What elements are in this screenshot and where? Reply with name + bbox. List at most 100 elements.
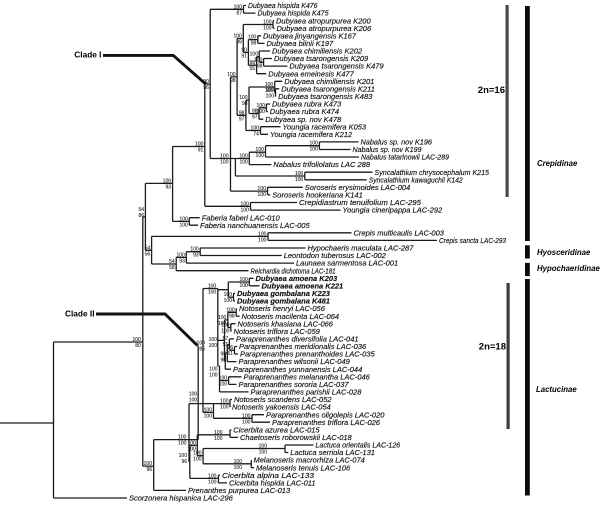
svg-text:100: 100 <box>179 222 188 228</box>
svg-text:Syncalathium kawaguchii K142: Syncalathium kawaguchii K142 <box>369 175 464 184</box>
svg-text:100: 100 <box>258 237 267 243</box>
svg-text:100: 100 <box>144 461 153 467</box>
svg-text:54: 54 <box>138 207 144 213</box>
svg-text:100: 100 <box>218 321 227 327</box>
svg-text:Hyosceridinae: Hyosceridinae <box>537 248 591 257</box>
svg-text:Dubyaea chimiliensis K201: Dubyaea chimiliensis K201 <box>284 77 374 86</box>
svg-text:74: 74 <box>253 132 259 138</box>
svg-text:100: 100 <box>259 450 268 456</box>
svg-text:Youngia racemifera K053: Youngia racemifera K053 <box>283 122 367 131</box>
svg-text:Clade I: Clade I <box>74 49 101 59</box>
svg-text:100: 100 <box>234 459 243 465</box>
svg-text:100: 100 <box>234 4 243 10</box>
svg-text:Dubyaea jinyangensis K167: Dubyaea jinyangensis K167 <box>263 31 357 40</box>
svg-text:Dubyaea emeinesis K477: Dubyaea emeinesis K477 <box>268 69 354 78</box>
svg-text:100: 100 <box>258 186 267 192</box>
svg-text:100: 100 <box>239 277 248 283</box>
svg-text:58: 58 <box>169 265 175 271</box>
svg-text:100: 100 <box>239 154 248 160</box>
svg-text:100: 100 <box>221 329 230 335</box>
svg-text:100: 100 <box>295 177 304 183</box>
svg-text:100: 100 <box>208 290 217 296</box>
svg-text:Lactuca orientalis LAC-126: Lactuca orientalis LAC-126 <box>316 441 401 450</box>
svg-text:100: 100 <box>208 473 217 479</box>
svg-text:Paraprenanthes meridionalis LA: Paraprenanthes meridionalis LAC-036 <box>239 342 367 351</box>
svg-text:100: 100 <box>239 160 248 166</box>
svg-text:100: 100 <box>226 307 235 313</box>
svg-text:93: 93 <box>166 184 172 190</box>
svg-text:100: 100 <box>295 171 304 177</box>
svg-text:86: 86 <box>138 213 144 219</box>
svg-text:Faberia nanchuanensis LAC-005: Faberia nanchuanensis LAC-005 <box>200 221 310 230</box>
svg-text:Crepis sancta LAC-293: Crepis sancta LAC-293 <box>439 236 507 245</box>
svg-text:Reichardia dichotoma LAC-181: Reichardia dichotoma LAC-181 <box>251 266 336 275</box>
svg-text:100: 100 <box>265 88 274 94</box>
svg-text:Paraprenanthes prenanthoides L: Paraprenanthes prenanthoides LAC-035 <box>240 350 376 359</box>
svg-text:Paraprenanthes sororia LAC-037: Paraprenanthes sororia LAC-037 <box>239 380 350 389</box>
svg-text:100: 100 <box>209 367 218 373</box>
svg-text:93: 93 <box>193 253 199 259</box>
svg-text:Lactuca serriola LAC-131: Lactuca serriola LAC-131 <box>290 448 375 457</box>
svg-text:Notoseris henryi LAC-056: Notoseris henryi LAC-056 <box>239 304 326 313</box>
svg-text:100: 100 <box>224 298 233 304</box>
svg-text:100: 100 <box>263 26 272 32</box>
svg-text:100: 100 <box>208 479 217 485</box>
svg-text:100: 100 <box>214 430 223 436</box>
svg-text:Nabalus sp. nov K199: Nabalus sp. nov K199 <box>353 145 423 154</box>
svg-text:Soroseris erysimoides LAC-004: Soroseris erysimoides LAC-004 <box>305 183 410 192</box>
svg-text:87: 87 <box>236 10 242 16</box>
svg-text:100: 100 <box>220 405 229 411</box>
svg-text:100: 100 <box>256 153 265 159</box>
svg-text:95: 95 <box>221 352 227 358</box>
svg-text:100: 100 <box>132 337 141 343</box>
svg-text:Crepidinae: Crepidinae <box>537 159 578 168</box>
svg-text:56: 56 <box>203 85 209 91</box>
svg-text:Dubyaea tsarongensis K479: Dubyaea tsarongensis K479 <box>289 62 384 71</box>
svg-text:100: 100 <box>248 35 257 41</box>
svg-text:Dubyaea gombalana K481: Dubyaea gombalana K481 <box>237 297 330 306</box>
svg-text:51: 51 <box>223 342 229 348</box>
svg-text:100: 100 <box>256 147 265 153</box>
svg-text:100: 100 <box>257 109 266 115</box>
svg-text:Paraprenanthes parishii LAC-02: Paraprenanthes parishii LAC-028 <box>251 388 363 397</box>
svg-text:98: 98 <box>242 101 248 107</box>
svg-text:Paraprenanthes triflora LAC-02: Paraprenanthes triflora LAC-026 <box>272 418 381 427</box>
svg-text:100: 100 <box>263 20 272 26</box>
svg-text:100: 100 <box>209 343 218 349</box>
svg-text:Hypochaeridinae: Hypochaeridinae <box>537 264 600 273</box>
svg-text:100: 100 <box>193 457 202 463</box>
svg-text:Leontodon tuberosus LAC-002: Leontodon tuberosus LAC-002 <box>284 251 387 260</box>
svg-text:100: 100 <box>208 284 217 290</box>
svg-text:91: 91 <box>241 53 247 59</box>
svg-text:96: 96 <box>181 459 187 465</box>
svg-text:100: 100 <box>227 72 236 78</box>
svg-text:Dubyaea chimiliensis K202: Dubyaea chimiliensis K202 <box>272 47 363 56</box>
svg-text:100: 100 <box>258 231 267 237</box>
svg-text:100: 100 <box>221 323 230 329</box>
svg-text:100: 100 <box>204 413 213 419</box>
svg-text:Youngia racemifera K212: Youngia racemifera K212 <box>270 130 353 139</box>
svg-text:Youngia cineripappa LAC-292: Youngia cineripappa LAC-292 <box>343 206 443 215</box>
svg-text:Prenanthes purpurea LAC-013: Prenanthes purpurea LAC-013 <box>188 486 291 495</box>
svg-text:Paraprenanthes yunnanensis LAC: Paraprenanthes yunnanensis LAC-044 <box>233 365 362 374</box>
svg-text:Syncalathium chrysocephalum K2: Syncalathium chrysocephalum K215 <box>375 168 490 177</box>
svg-text:Crepidiastrum tenuifolium LAC-: Crepidiastrum tenuifolium LAC-295 <box>299 198 422 207</box>
svg-text:Dubyaea amoena K221: Dubyaea amoena K221 <box>262 281 344 290</box>
svg-text:Dubyaea rubra K474: Dubyaea rubra K474 <box>270 107 339 116</box>
svg-text:98: 98 <box>250 60 256 66</box>
svg-text:100: 100 <box>309 147 318 153</box>
svg-text:Dubyaea sp. nov K478: Dubyaea sp. nov K478 <box>265 115 342 124</box>
svg-text:Clade II: Clade II <box>65 308 95 318</box>
svg-text:100: 100 <box>187 446 196 452</box>
svg-text:100: 100 <box>204 407 213 413</box>
svg-text:57: 57 <box>223 336 229 342</box>
svg-text:90: 90 <box>203 79 209 85</box>
svg-text:Launaea sarmentosa LAC-001: Launaea sarmentosa LAC-001 <box>296 259 398 268</box>
svg-text:Notoseris macilenta LAC-064: Notoseris macilenta LAC-064 <box>242 312 340 321</box>
svg-text:100: 100 <box>265 82 274 88</box>
svg-text:Hypochaeris maculata LAC-287: Hypochaeris maculata LAC-287 <box>308 244 415 253</box>
svg-text:Dubyaea hispida K476: Dubyaea hispida K476 <box>248 1 318 10</box>
svg-text:80: 80 <box>135 343 141 349</box>
svg-text:100: 100 <box>189 392 198 398</box>
svg-text:100: 100 <box>197 340 206 346</box>
